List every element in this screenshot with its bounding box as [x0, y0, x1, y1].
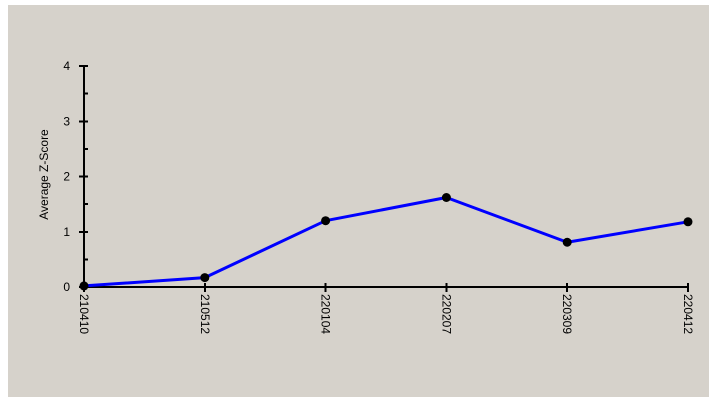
y-tick-label: 1	[63, 225, 70, 239]
x-tick-label: 220104	[319, 294, 333, 334]
y-ticks: 0 1 2 3 4	[63, 59, 88, 294]
data-point	[441, 192, 451, 202]
x-tick-label: 210512	[198, 294, 212, 334]
y-tick-label: 4	[63, 59, 70, 73]
data-point	[321, 216, 331, 226]
y-axis-title: Average Z-Score	[37, 129, 51, 220]
series-layer	[79, 192, 693, 291]
x-tick-label: 220309	[560, 294, 574, 334]
data-point	[79, 281, 89, 291]
x-tick-label: 220207	[439, 294, 453, 334]
y-tick-label: 2	[63, 170, 70, 184]
x-ticks: 210410 210512 220104 220207 220309 220412	[77, 283, 695, 334]
data-point	[200, 273, 210, 283]
y-tick-label: 3	[63, 114, 70, 128]
chart-background	[8, 5, 709, 397]
data-point	[683, 217, 693, 227]
axes	[83, 66, 689, 288]
y-tick-label: 0	[63, 280, 70, 294]
series-line	[82, 195, 690, 288]
x-tick-label: 220412	[681, 294, 695, 334]
data-point	[562, 237, 572, 247]
x-tick-label: 210410	[77, 294, 91, 334]
